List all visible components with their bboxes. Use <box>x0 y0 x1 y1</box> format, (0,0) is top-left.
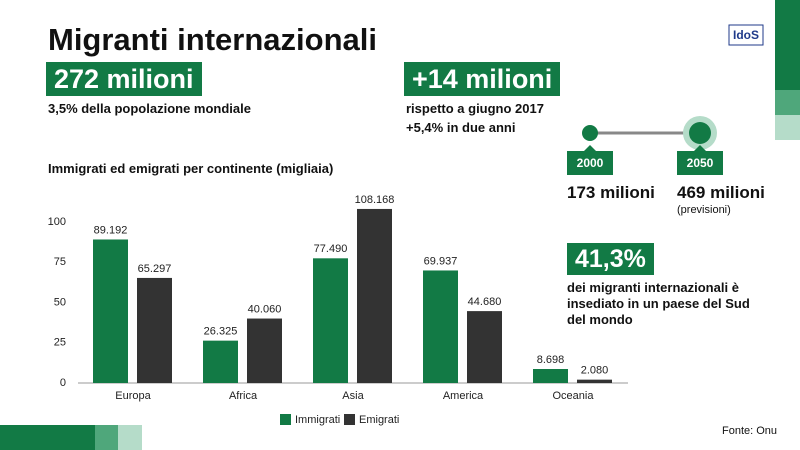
timeline-dot <box>689 122 711 144</box>
bar <box>533 369 568 383</box>
bar <box>467 311 502 383</box>
decor <box>775 115 800 140</box>
data-label: 2.080 <box>581 365 609 377</box>
data-label: 26.325 <box>204 326 238 338</box>
y-tick-label: 25 <box>54 337 66 349</box>
total: 272 milioni <box>46 62 202 96</box>
x-tick-label: America <box>443 390 484 402</box>
data-label: 8.698 <box>537 354 565 366</box>
data-label: 89.192 <box>94 224 128 236</box>
title: Migranti internazionali <box>48 22 377 57</box>
increase: +14 milioni <box>404 62 561 96</box>
x-tick-label: Europa <box>115 390 151 402</box>
y-tick-label: 50 <box>54 296 66 308</box>
year-box <box>567 151 613 175</box>
decor <box>775 90 800 115</box>
chart-title: Immigrati ed emigrati per continente (mi… <box>48 161 334 176</box>
data-label: 44.680 <box>468 296 502 308</box>
x-tick-label: Asia <box>342 390 364 402</box>
x-tick-label: Oceania <box>553 390 595 402</box>
bar <box>137 277 172 383</box>
year-arrow <box>694 145 706 151</box>
bar <box>203 340 238 383</box>
year-box <box>677 151 723 175</box>
decor <box>775 0 800 90</box>
highlight-value: 41,3% <box>567 243 654 275</box>
bar <box>313 258 348 383</box>
data-label: 77.490 <box>314 243 348 255</box>
y-tick-label: 0 <box>60 377 66 389</box>
data-label: 65.297 <box>138 263 172 275</box>
source: Fonte: Onu <box>722 425 778 437</box>
decor <box>0 425 95 450</box>
highlight-text: dei migranti internazionali è insediato … <box>567 280 750 327</box>
increase-note: rispetto a giugno 2017 <box>406 101 544 116</box>
timeline-dot <box>582 125 598 141</box>
legend-swatch <box>280 414 291 425</box>
decor <box>95 425 118 450</box>
timeline-note: (previsioni) <box>677 204 731 216</box>
year-arrow <box>584 145 596 151</box>
x-tick-label: Africa <box>229 390 258 402</box>
legend-label: Emigrati <box>359 414 399 426</box>
bar <box>423 270 458 383</box>
logo: IdoS <box>733 28 759 42</box>
year-label: 2050 <box>687 156 714 170</box>
logo-box <box>728 24 764 46</box>
timeline-value: 469 milioni <box>677 183 765 202</box>
y-tick-label: 100 <box>48 216 66 228</box>
total-note: 3,5% della popolazione mondiale <box>48 101 251 116</box>
bar <box>247 318 282 383</box>
timeline-value: 173 milioni <box>567 183 655 202</box>
bar <box>93 239 128 383</box>
y-tick-label: 75 <box>54 256 66 268</box>
legend-label: Immigrati <box>295 414 340 426</box>
decor <box>118 425 142 450</box>
data-label: 108.168 <box>355 194 395 206</box>
bar <box>577 379 612 383</box>
year-label: 2000 <box>577 156 604 170</box>
increase-note: +5,4% in due anni <box>406 120 516 135</box>
bar <box>357 208 392 383</box>
legend-swatch <box>344 414 355 425</box>
data-label: 40.060 <box>248 303 282 315</box>
data-label: 69.937 <box>424 255 458 267</box>
